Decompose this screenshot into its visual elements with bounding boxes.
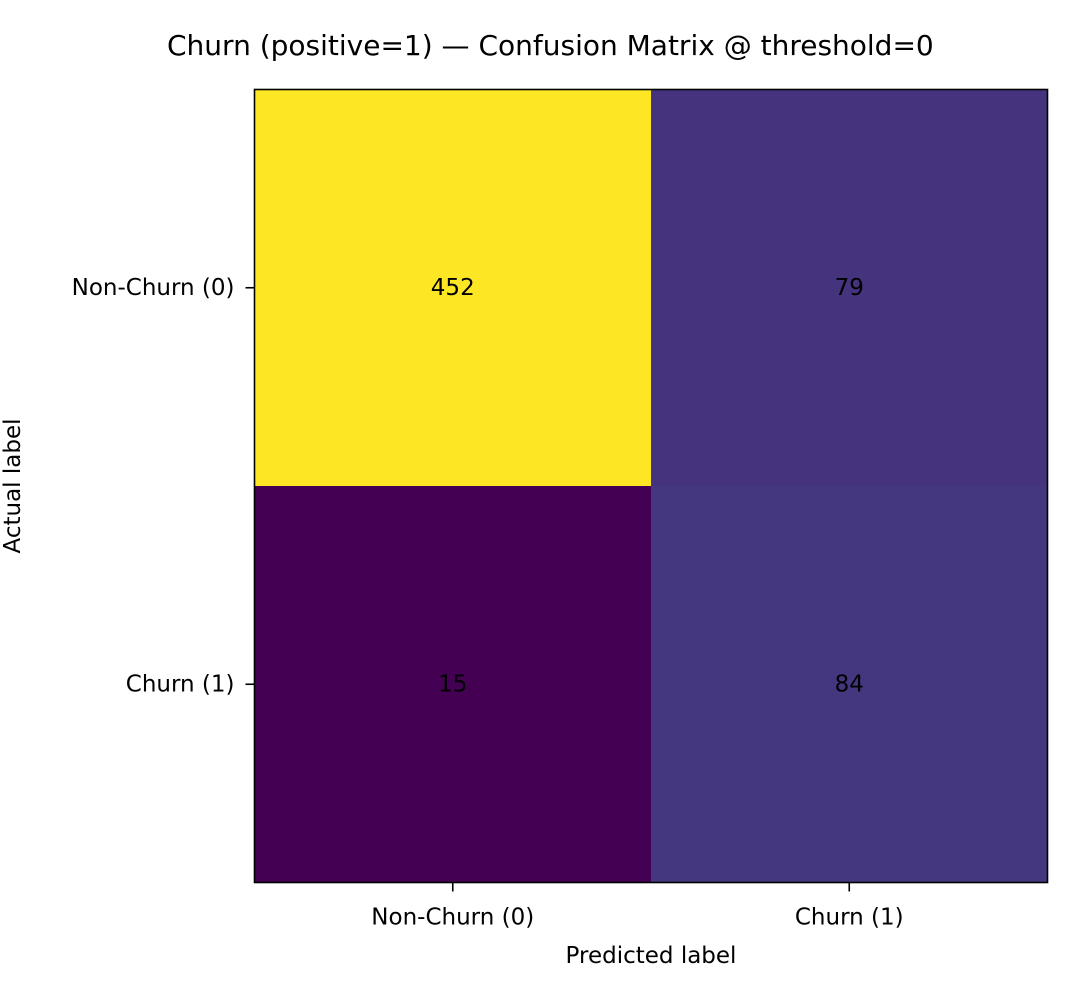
cell-value-label: 452 xyxy=(431,275,475,301)
y-tick-label: Non-Churn (0) xyxy=(72,275,235,301)
x-tick-label: Churn (1) xyxy=(795,905,904,931)
y-axis-label: Actual label xyxy=(0,419,26,554)
heatmap-cell-r1-c1 xyxy=(651,486,1048,883)
chart-title: Churn (positive=1) — Confusion Matrix @ … xyxy=(167,29,934,62)
heatmap-cell-r0-c1 xyxy=(651,89,1048,487)
x-axis-ticks: Non-Churn (0) Churn (1) xyxy=(371,882,904,931)
heatmap-cell-r0-c0 xyxy=(254,89,652,487)
x-tick-label: Non-Churn (0) xyxy=(371,905,534,931)
x-axis-label: Predicted label xyxy=(566,943,737,969)
cell-value-label: 15 xyxy=(438,671,467,697)
heatmap-cell-r1-c0 xyxy=(254,486,652,883)
cell-value-labels: 452 79 15 84 xyxy=(431,275,864,698)
y-axis-ticks: Non-Churn (0) Churn (1) xyxy=(72,275,255,697)
heatmap-cells xyxy=(254,89,1048,883)
cell-value-label: 84 xyxy=(835,671,864,697)
cell-value-label: 79 xyxy=(835,275,864,301)
y-tick-label: Churn (1) xyxy=(126,671,235,697)
plot-frame xyxy=(253,88,1049,884)
